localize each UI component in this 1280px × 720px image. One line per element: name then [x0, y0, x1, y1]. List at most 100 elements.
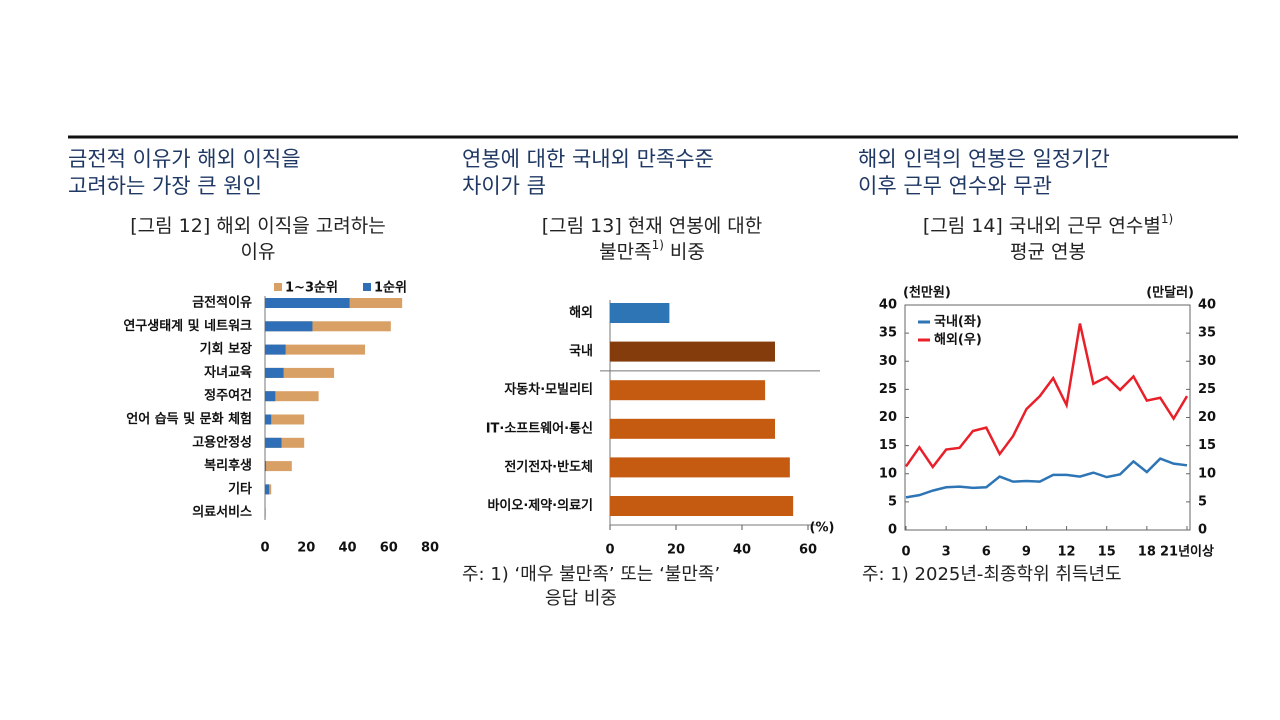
figure-title: 이유 [241, 241, 276, 263]
figure-title: [그림 12] 해외 이직을 고려하는 [130, 215, 385, 237]
bar [265, 437, 305, 448]
title-text: [그림 14] 국내외 근무 연수별 [923, 215, 1161, 237]
bar [265, 507, 267, 518]
footnote: 응답 비중 [545, 588, 617, 609]
headline: 이후 근무 연수와 무관 [858, 174, 1052, 198]
title-text: [그림 12] 해외 이직을 고려하는 [130, 215, 385, 237]
y2-tick-label: 10 [1198, 466, 1216, 481]
y-axis-label: (천만원) [903, 285, 951, 301]
footnote: 주: 1) ‘매우 불만족’ 또는 ‘불만족’ [462, 564, 720, 585]
legend-label: 해외(우) [934, 332, 982, 348]
x-tick-label: 20 [297, 541, 315, 556]
category-label: 의료서비스 [192, 504, 252, 520]
bar [610, 303, 670, 323]
legend-label: 국내(좌) [934, 314, 982, 330]
y2-tick-label: 5 [1198, 494, 1207, 509]
category-label: 복리후생 [204, 458, 252, 474]
title-text: [그림 13] 현재 연봉에 대한 [542, 215, 762, 237]
title-text: 이유 [241, 241, 276, 263]
category-label: 자동차·모빌리티 [504, 382, 593, 398]
bar [265, 321, 313, 332]
bar [265, 391, 276, 402]
category-label: 자녀교육 [204, 364, 252, 380]
y-tick-label: 40 [879, 298, 897, 313]
y2-tick-label: 30 [1198, 354, 1216, 369]
category-label: 전기전자·반도체 [504, 459, 593, 475]
y2-tick-label: 40 [1198, 298, 1216, 313]
title-text: 비중 [670, 241, 705, 263]
legend-label: 1순위 [374, 281, 407, 296]
category-label: 정주여건 [204, 388, 252, 404]
x-unit: (%) [810, 521, 835, 536]
figure-title: [그림 13] 현재 연봉에 대한 [542, 215, 762, 237]
x-tick-label: 60 [380, 541, 398, 556]
y2-axis-label: (만달러) [1146, 285, 1194, 301]
category-label: 고용안정성 [192, 434, 252, 450]
y-tick-label: 0 [888, 523, 897, 538]
bar [610, 496, 794, 516]
figure-title: 평균 연봉 [1010, 241, 1086, 263]
bar [610, 418, 775, 439]
x-tick-label: 9 [1022, 545, 1031, 560]
category-label: IT·소프트웨어·통신 [486, 420, 593, 436]
x-tick-label: 6 [982, 545, 991, 560]
bar [610, 341, 775, 362]
bar [265, 461, 292, 472]
y-tick-label: 25 [879, 382, 897, 397]
title-superscript: 1) [1161, 212, 1173, 226]
x-tick-label: 0 [901, 545, 910, 560]
y2-tick-label: 0 [1198, 523, 1207, 538]
headline: 차이가 큼 [462, 174, 546, 198]
x-tick-label: 3 [942, 545, 951, 560]
headline: 연봉에 대한 국내외 만족수준 [462, 147, 714, 171]
x-tick-label: 40 [338, 541, 356, 556]
bar [265, 414, 272, 425]
bar [610, 380, 766, 401]
category-label: 기타 [228, 481, 252, 497]
title-text: 평균 연봉 [1010, 241, 1086, 263]
footnote: 주: 1) 2025년-최종학위 취득년도 [862, 564, 1122, 585]
title-superscript: 1) [652, 238, 664, 252]
y-tick-label: 10 [879, 466, 897, 481]
y-tick-label: 15 [879, 438, 897, 453]
headline: 금전적 이유가 해외 이직을 [68, 147, 301, 171]
y-tick-label: 35 [879, 326, 897, 341]
category-label: 국내 [569, 343, 593, 359]
y2-tick-label: 25 [1198, 382, 1216, 397]
legend-swatch [274, 283, 282, 291]
bar [265, 484, 270, 495]
x-tick-label: 20 [667, 543, 685, 558]
line-series [904, 323, 1189, 470]
y-tick-label: 20 [879, 410, 897, 425]
y-tick-label: 30 [879, 354, 897, 369]
category-label: 기회 보장 [200, 341, 252, 357]
category-label: 바이오·제약·의료기 [487, 498, 593, 514]
bar [265, 344, 366, 355]
category-label: 언어 습득 및 문화 체험 [126, 411, 252, 427]
bar [265, 437, 282, 448]
bar [265, 461, 267, 472]
bar [265, 367, 335, 378]
legend-swatch [363, 283, 371, 291]
x-tick-label: 15 [1098, 545, 1116, 560]
x-tick-label: 60 [799, 543, 817, 558]
bar [265, 414, 305, 425]
bar [265, 391, 319, 402]
x-tick-label: 80 [421, 541, 439, 556]
category-label: 금전적이유 [192, 295, 252, 311]
y2-tick-label: 15 [1198, 438, 1216, 453]
y2-tick-label: 35 [1198, 326, 1216, 341]
x-tick-label: 0 [605, 543, 614, 558]
bar [265, 321, 391, 332]
y-tick-label: 5 [888, 494, 897, 509]
headline: 해외 인력의 연봉은 일정기간 [858, 147, 1110, 171]
category-label: 해외 [569, 305, 593, 321]
bar [265, 298, 350, 308]
title-text: 불만족 [599, 241, 651, 263]
x-tick-label: 40 [733, 543, 751, 558]
bar [265, 344, 286, 355]
figure-title: 불만족1) 비중 [599, 238, 705, 263]
x-tick-label: 21년이상 [1160, 544, 1214, 560]
